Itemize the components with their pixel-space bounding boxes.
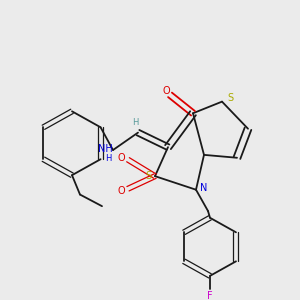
Text: H: H: [132, 118, 138, 127]
Text: O: O: [117, 153, 125, 163]
Text: O: O: [117, 186, 125, 196]
Text: N: N: [200, 183, 208, 193]
Text: O: O: [162, 86, 170, 96]
Text: F: F: [207, 291, 213, 300]
Text: S: S: [145, 171, 151, 181]
Text: NH: NH: [98, 144, 112, 154]
Text: S: S: [227, 93, 233, 103]
Text: H: H: [105, 154, 111, 163]
